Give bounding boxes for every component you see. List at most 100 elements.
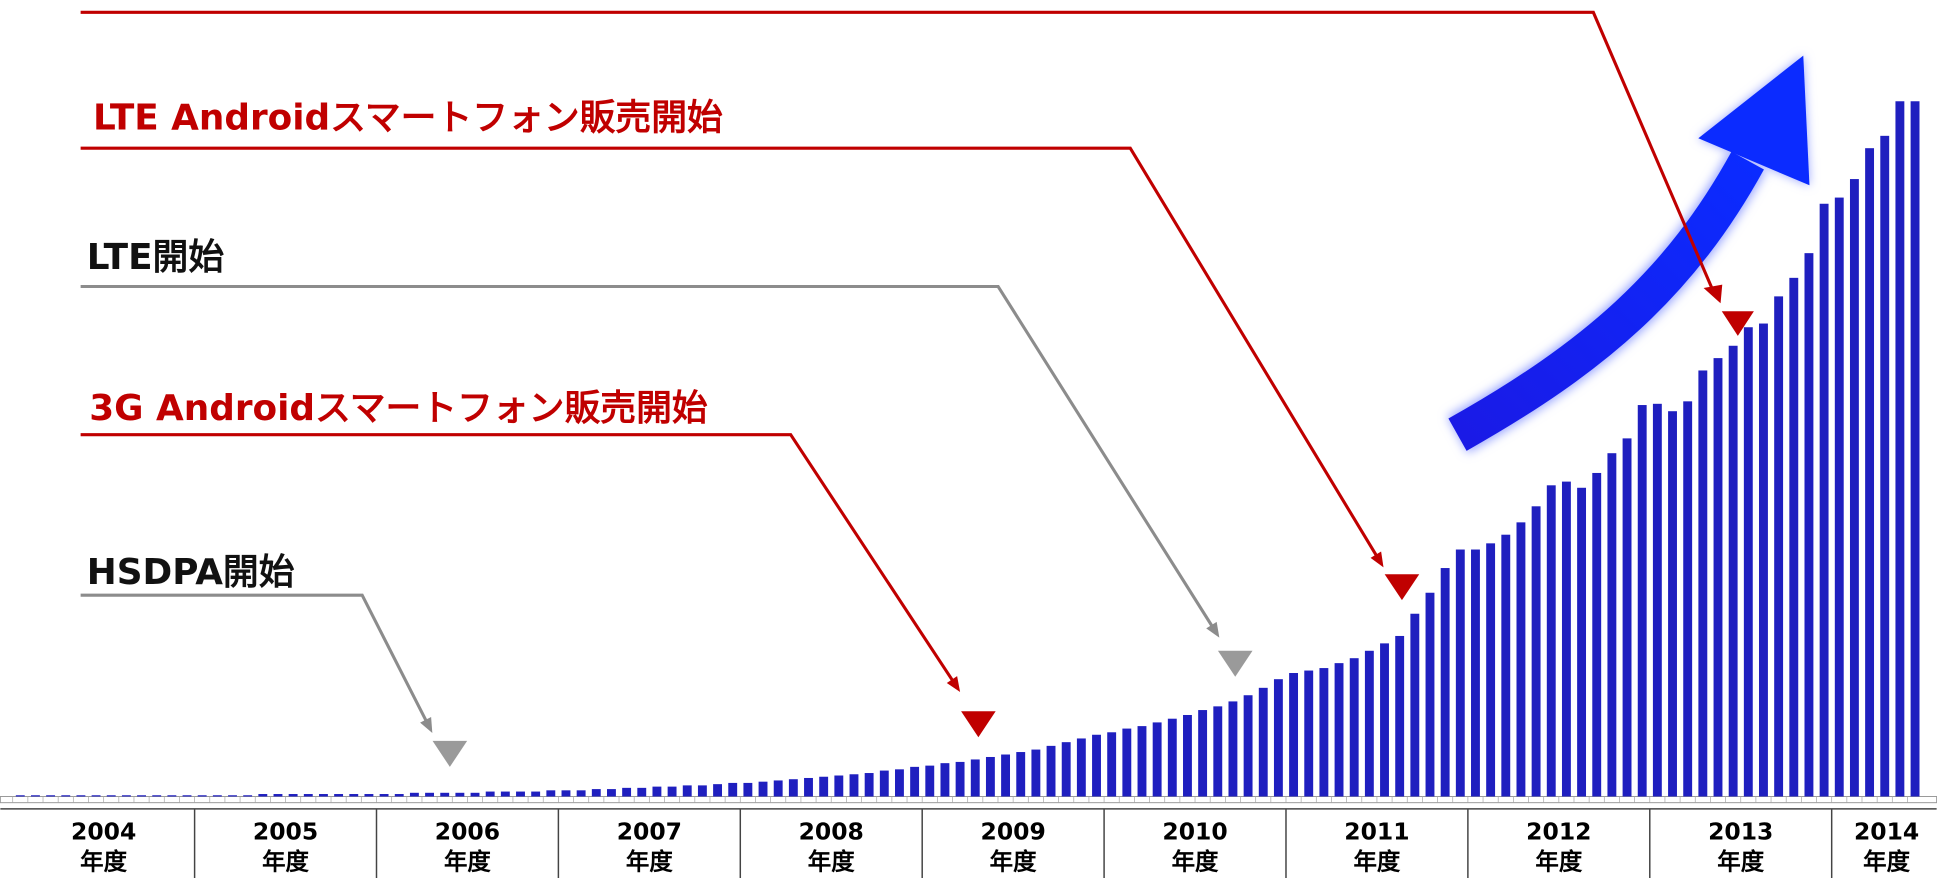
bar <box>1395 635 1405 797</box>
annotation-arrowhead <box>1206 621 1220 638</box>
bar <box>212 795 222 797</box>
year-label: 2013 <box>1708 818 1773 846</box>
bar <box>1016 752 1026 797</box>
year-label: 2006 <box>435 818 500 846</box>
year-unit: 年度 <box>444 847 491 875</box>
top-callout <box>80 10 1754 336</box>
bar <box>1258 687 1268 797</box>
bar <box>1243 695 1253 797</box>
bar <box>1501 534 1511 797</box>
bar <box>1107 732 1117 797</box>
year-label: 2010 <box>1162 818 1227 846</box>
bar <box>1668 411 1677 797</box>
bar <box>561 790 571 797</box>
bar <box>697 785 707 797</box>
bar <box>743 782 753 797</box>
bar <box>1728 345 1738 797</box>
bar <box>152 795 162 797</box>
bar <box>409 792 419 797</box>
bar <box>758 781 768 797</box>
bar <box>531 791 541 797</box>
bar <box>1304 670 1314 797</box>
year-unit: 年度 <box>990 847 1037 875</box>
annotation-line <box>80 146 1383 564</box>
bar <box>1531 506 1541 797</box>
bar <box>15 795 25 797</box>
bar <box>1380 643 1389 797</box>
year-label: 2007 <box>617 818 682 846</box>
year-unit: 年度 <box>1172 847 1219 875</box>
bar <box>895 769 904 797</box>
bar <box>576 790 586 797</box>
bar <box>1061 742 1071 797</box>
bar <box>485 791 495 797</box>
bar <box>637 787 647 797</box>
bar <box>1273 679 1283 797</box>
bar <box>1910 101 1920 797</box>
bar <box>364 794 374 797</box>
bar <box>121 795 131 797</box>
year-unit: 年度 <box>80 847 127 875</box>
bar <box>46 795 56 797</box>
bar <box>1759 323 1768 797</box>
bar <box>470 792 480 797</box>
bar <box>1637 405 1647 797</box>
bar <box>1319 668 1329 797</box>
bar <box>1834 197 1844 797</box>
bar <box>819 776 829 797</box>
bar <box>1713 358 1723 797</box>
bar <box>591 789 601 797</box>
bar <box>1076 738 1086 797</box>
bar <box>425 792 434 797</box>
annotation-text: HSDPA開始 <box>87 552 295 593</box>
bar <box>788 779 798 797</box>
bar <box>1774 296 1784 797</box>
bar <box>1289 673 1299 797</box>
bar <box>349 794 359 797</box>
bar <box>303 794 313 797</box>
bar <box>440 792 450 797</box>
bar <box>106 795 116 797</box>
bar <box>1546 485 1556 797</box>
bar <box>1349 658 1359 797</box>
year-unit: 年度 <box>1717 847 1764 875</box>
bar <box>334 794 344 797</box>
year-unit: 年度 <box>808 847 855 875</box>
bar <box>1092 734 1101 797</box>
bar <box>1001 754 1011 797</box>
bar <box>1652 403 1662 797</box>
annotation-arrowhead <box>1370 551 1384 568</box>
bar <box>985 756 995 797</box>
year-label: 2004 <box>71 818 136 846</box>
bar <box>1804 253 1814 797</box>
year-label: 2011 <box>1344 818 1409 846</box>
year-unit: 年度 <box>1353 847 1400 875</box>
bar <box>1471 549 1480 797</box>
axis-ruler <box>0 796 1937 804</box>
bar <box>1198 710 1208 797</box>
bar <box>394 794 404 797</box>
bar <box>197 795 207 797</box>
bar <box>1228 701 1238 797</box>
bar <box>652 786 662 797</box>
year-label: 2005 <box>253 818 318 846</box>
bar <box>258 794 268 797</box>
bar <box>91 795 101 797</box>
bar <box>1683 401 1693 797</box>
annotation-line <box>80 593 432 730</box>
bar <box>1486 543 1496 797</box>
annotation-marker <box>1217 650 1253 677</box>
bar <box>970 759 980 797</box>
bar <box>879 770 889 797</box>
bar <box>1183 714 1192 797</box>
bar <box>30 795 40 797</box>
bar <box>1213 706 1223 797</box>
bar <box>1440 568 1450 797</box>
bar <box>1622 438 1632 797</box>
annotation-marker <box>432 740 468 767</box>
bar <box>1819 203 1829 797</box>
bar <box>1455 549 1465 797</box>
bar <box>1865 148 1875 797</box>
bar <box>1516 522 1526 797</box>
